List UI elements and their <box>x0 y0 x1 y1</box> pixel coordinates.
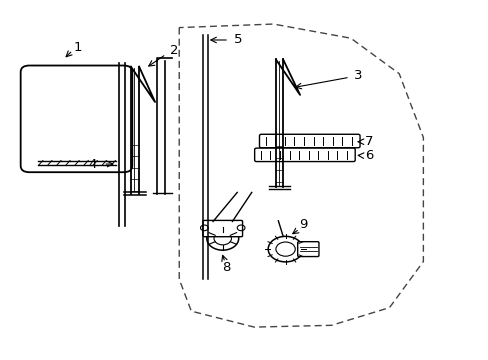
Text: 5: 5 <box>233 33 242 46</box>
FancyBboxPatch shape <box>297 242 318 257</box>
Text: 9: 9 <box>299 218 307 231</box>
Text: 1: 1 <box>73 41 82 54</box>
Text: 6: 6 <box>365 149 373 162</box>
Text: 3: 3 <box>353 69 362 82</box>
FancyBboxPatch shape <box>203 220 242 237</box>
FancyBboxPatch shape <box>254 148 354 162</box>
Text: 7: 7 <box>364 135 373 148</box>
FancyBboxPatch shape <box>20 66 132 172</box>
Text: 8: 8 <box>222 261 230 274</box>
FancyBboxPatch shape <box>259 134 359 148</box>
Text: 2: 2 <box>170 44 178 57</box>
Text: 4: 4 <box>88 158 96 171</box>
